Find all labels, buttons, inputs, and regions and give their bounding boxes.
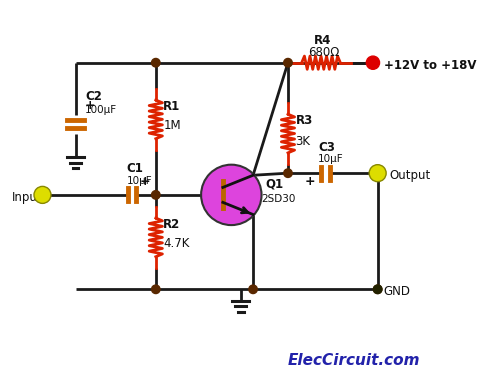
Circle shape	[284, 58, 292, 67]
Circle shape	[284, 169, 292, 178]
Text: C1: C1	[126, 162, 144, 175]
Text: C3: C3	[318, 141, 335, 154]
Text: GND: GND	[383, 285, 410, 298]
Text: 1M: 1M	[163, 119, 181, 132]
Text: R4: R4	[314, 34, 331, 47]
Text: Q1: Q1	[265, 177, 283, 190]
Circle shape	[151, 285, 160, 293]
Circle shape	[373, 285, 382, 293]
Text: +12V to +18V: +12V to +18V	[384, 59, 477, 72]
Circle shape	[249, 285, 257, 293]
Text: +: +	[305, 174, 316, 188]
Text: Input: Input	[12, 191, 43, 203]
Text: Output: Output	[389, 169, 430, 182]
Circle shape	[201, 165, 262, 225]
Circle shape	[151, 191, 160, 199]
Text: 4.7K: 4.7K	[163, 237, 190, 250]
Text: 2SD30: 2SD30	[262, 195, 296, 205]
Circle shape	[34, 186, 51, 203]
Text: R1: R1	[163, 100, 181, 113]
Circle shape	[151, 58, 160, 67]
Text: +: +	[140, 176, 150, 188]
Text: R3: R3	[295, 114, 313, 127]
Circle shape	[367, 56, 380, 69]
Text: ElecCircuit.com: ElecCircuit.com	[288, 353, 420, 368]
Text: C2: C2	[85, 90, 102, 103]
Text: 10μF: 10μF	[126, 176, 152, 186]
Text: +: +	[85, 99, 96, 112]
Circle shape	[373, 285, 382, 293]
Circle shape	[369, 165, 386, 182]
Text: 680Ω: 680Ω	[308, 46, 339, 59]
Text: R2: R2	[163, 218, 181, 231]
Text: 10μF: 10μF	[318, 154, 344, 164]
Text: 3K: 3K	[295, 135, 311, 148]
Text: 100μF: 100μF	[85, 105, 117, 115]
